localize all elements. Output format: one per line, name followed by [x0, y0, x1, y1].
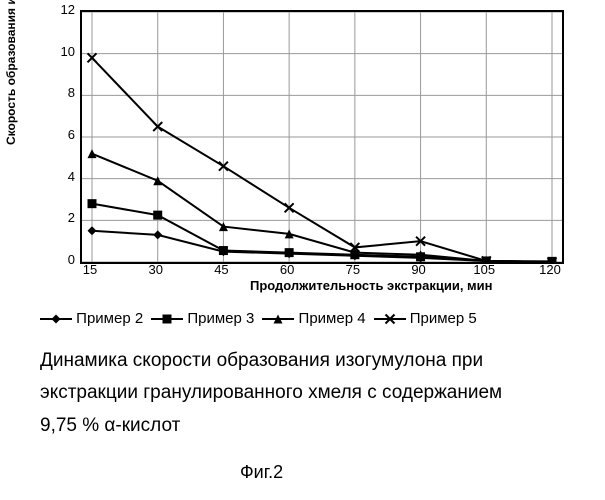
y-tick: 6: [50, 127, 75, 142]
figure-label: Фиг.2: [240, 462, 283, 483]
legend-marker: [40, 312, 72, 326]
x-tick: 45: [206, 262, 236, 277]
legend-label: Пример 5: [406, 310, 477, 327]
x-tick: 15: [75, 262, 105, 277]
x-axis-label: Продолжительность экстракции, мин: [250, 278, 493, 293]
caption-line-1: Динамика скорости образования изогумулон…: [40, 345, 580, 377]
y-tick: 12: [50, 2, 75, 17]
caption: Динамика скорости образования изогумулон…: [40, 345, 580, 442]
x-tick: 60: [272, 262, 302, 277]
legend: Пример 2 Пример 3 Пример 4 Пример 5: [40, 310, 580, 327]
caption-line-2: экстракции гранулированного хмеля с соде…: [40, 377, 580, 409]
x-tick: 105: [469, 262, 499, 277]
figure-container: Скорость образования изогумулона, мг/л в…: [0, 0, 605, 500]
legend-marker: [262, 312, 294, 326]
caption-line-3: 9,75 % α-кислот: [40, 410, 180, 442]
legend-marker: [151, 312, 183, 326]
legend-label: Пример 2: [72, 310, 143, 327]
x-tick: 90: [404, 262, 434, 277]
legend-item: Пример 5: [374, 310, 477, 327]
chart-plot-area: [80, 10, 564, 264]
legend-item: Пример 3: [151, 310, 254, 327]
y-tick: 10: [50, 44, 75, 59]
x-tick: 30: [141, 262, 171, 277]
y-tick: 0: [50, 252, 75, 267]
y-axis-label: Скорость образования изогумулона, мг/л в…: [4, 0, 18, 145]
legend-label: Пример 4: [294, 310, 365, 327]
legend-marker: [374, 312, 406, 326]
legend-item: Пример 2: [40, 310, 143, 327]
y-tick: 4: [50, 169, 75, 184]
legend-item: Пример 4: [262, 310, 365, 327]
x-tick: 120: [535, 262, 565, 277]
y-tick: 2: [50, 210, 75, 225]
x-tick: 75: [338, 262, 368, 277]
chart-svg: [82, 12, 562, 262]
legend-label: Пример 3: [183, 310, 254, 327]
y-tick: 8: [50, 85, 75, 100]
